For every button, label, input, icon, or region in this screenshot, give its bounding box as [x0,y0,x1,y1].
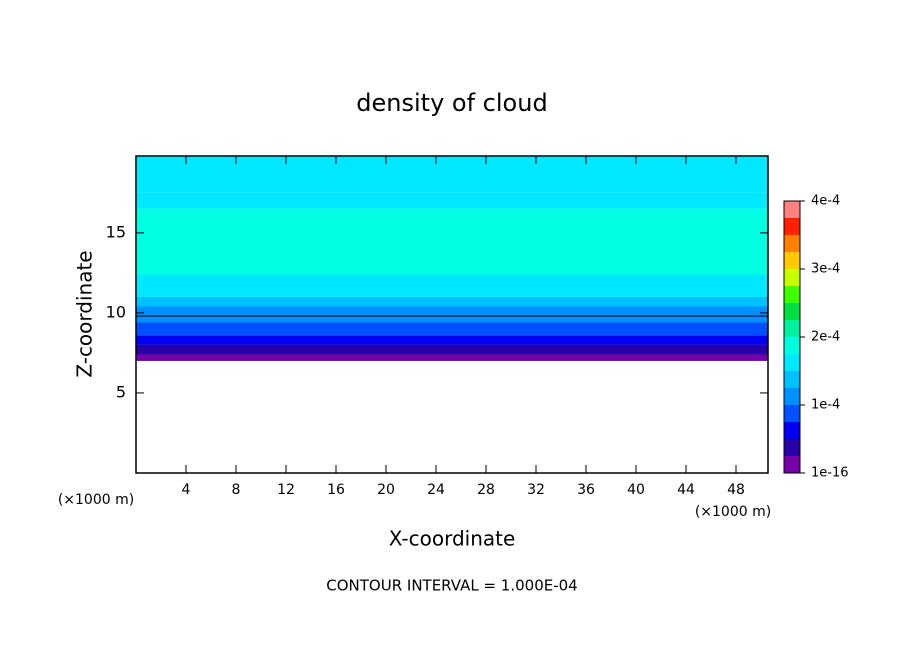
colorbar-swatch [784,269,800,286]
x-tick-label: 8 [232,482,241,498]
colorbar-tick-label: 1e-16 [811,466,849,481]
x-tick-label: 12 [277,482,295,498]
colorbar-swatch [784,354,800,371]
colorbar-swatch [784,235,800,252]
x-unit-label: (×1000 m) [695,504,771,520]
colorbar-swatch [784,252,800,269]
plot-frame [135,155,769,474]
colorbar-swatch [784,337,800,354]
contour-band [136,208,768,275]
colorbar-swatch [784,405,800,422]
contour-band [136,354,768,361]
colorbar-swatch [784,320,800,337]
x-tick-label: 24 [427,482,445,498]
colorbar-swatch [784,371,800,388]
colorbar-swatch [784,286,800,303]
colorbar-swatch [784,456,800,473]
contour-band [136,335,768,345]
contour-band [136,344,768,355]
colorbar-swatch [784,303,800,320]
x-tick-label: 40 [627,482,645,498]
y-tick-label: 15 [106,222,126,241]
chart-title: density of cloud [356,89,547,117]
contour-band [136,296,768,307]
colorbar-swatch [784,422,800,439]
x-tick-label: 20 [377,482,395,498]
contour-band [136,274,768,297]
x-tick-label: 32 [527,482,545,498]
x-axis-label: X-coordinate [389,527,516,551]
contour-band [136,156,768,193]
y-axis-label: Z-coordinate [73,250,97,377]
colorbar-swatch [784,388,800,405]
x-tick-label: 4 [182,482,191,498]
x-tick-label: 16 [327,482,345,498]
colorbar-swatch [784,201,800,218]
colorbar-tick-label: 3e-4 [811,262,840,277]
x-tick-label: 44 [677,482,695,498]
colorbar-tick-label: 4e-4 [811,194,840,209]
y-tick-label: 5 [116,382,126,401]
x-tick-label: 28 [477,482,495,498]
contour-band [136,322,768,336]
colorbar-swatch [784,439,800,456]
contour-band [136,306,768,323]
footer-note: CONTOUR INTERVAL = 1.000E-04 [326,577,577,595]
contour-band [136,192,768,209]
x-tick-label: 48 [727,482,745,498]
y-unit-label: (×1000 m) [58,492,134,508]
x-tick-label: 36 [577,482,595,498]
colorbar-tick-label: 1e-4 [811,398,840,413]
y-tick-label: 10 [106,302,126,321]
colorbar-tick-label: 2e-4 [811,330,840,345]
colorbar-swatch [784,218,800,235]
